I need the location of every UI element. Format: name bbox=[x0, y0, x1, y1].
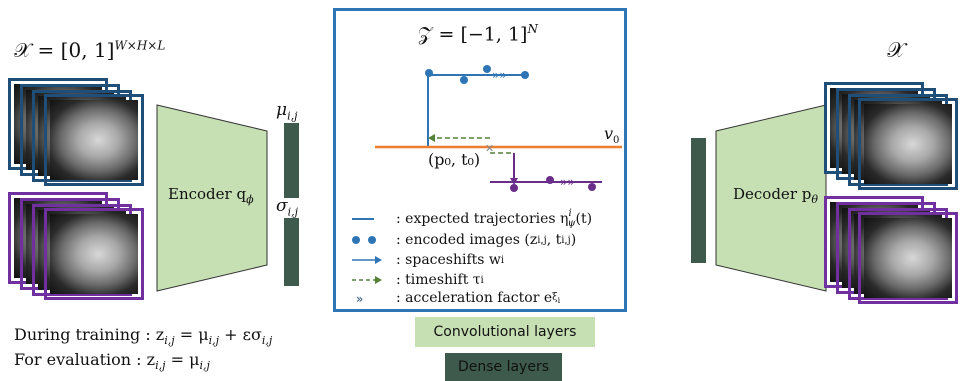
legend-acceleration-factor: » : acceleration factor e ξi bbox=[356, 290, 561, 306]
legend-expected-trajectories: : expected trajectories η iψ (t) bbox=[352, 208, 593, 229]
scan-frame bbox=[44, 208, 144, 300]
output-scan-stack-purple bbox=[820, 196, 960, 308]
encoded-image-dot bbox=[425, 69, 433, 77]
input-scan-stack-blue bbox=[8, 78, 148, 188]
encoded-image-dot bbox=[588, 183, 596, 191]
decoder-block bbox=[715, 104, 827, 292]
sigma-dense-layer bbox=[284, 218, 299, 286]
p0t0-label: (p₀, t₀) bbox=[428, 150, 481, 169]
mu-dense-layer bbox=[284, 123, 299, 198]
svg-text:»: » bbox=[356, 292, 363, 306]
legend-encoded-images: : encoded images (z i,j, t i,j) bbox=[350, 232, 576, 248]
encoder-block bbox=[156, 104, 268, 292]
latent-space-panel bbox=[333, 8, 627, 312]
encoder-label: Encoder qϕ bbox=[168, 185, 254, 206]
scan-frame bbox=[858, 212, 958, 304]
output-scan-stack-blue bbox=[820, 82, 960, 192]
evaluation-equation: For evaluation : zi,j = μi,j bbox=[14, 350, 210, 373]
encoded-image-dot bbox=[460, 76, 468, 84]
acceleration-chevrons-blue: »» bbox=[492, 68, 507, 82]
sigma-label: σi,j bbox=[276, 196, 299, 219]
convolutional-layers-legend: Convolutional layers bbox=[415, 317, 595, 347]
output-space-label: 𝒳 bbox=[887, 38, 906, 62]
mu-label: μi,j bbox=[276, 100, 298, 123]
input-scan-stack-purple bbox=[8, 192, 148, 302]
dense-layers-legend: Dense layers bbox=[445, 353, 562, 381]
encoded-image-dot bbox=[546, 176, 554, 184]
training-equation: During training : zi,j = μi,j + εσi,j bbox=[14, 325, 273, 348]
encoded-image-dot bbox=[521, 71, 529, 79]
input-space-label: 𝒳 = [0, 1]W×H×L bbox=[14, 38, 166, 62]
p0t0-marker: ✕ bbox=[485, 142, 494, 155]
encoded-image-dot bbox=[483, 65, 491, 73]
timeshift-arrowhead bbox=[428, 134, 435, 142]
scan-frame bbox=[858, 98, 958, 190]
latent-trajectory-plot: »» ✕ »» bbox=[375, 65, 622, 192]
acceleration-chevrons-purple: »» bbox=[560, 175, 575, 189]
decoder-label: Decoder pθ bbox=[733, 185, 818, 206]
encoded-image-dot bbox=[510, 184, 518, 192]
scan-frame bbox=[44, 94, 144, 186]
latent-space-label: 𝒵 = [−1, 1]N bbox=[418, 22, 538, 46]
v0-label: v0 bbox=[604, 124, 620, 147]
decoder-dense-layer bbox=[691, 138, 706, 263]
